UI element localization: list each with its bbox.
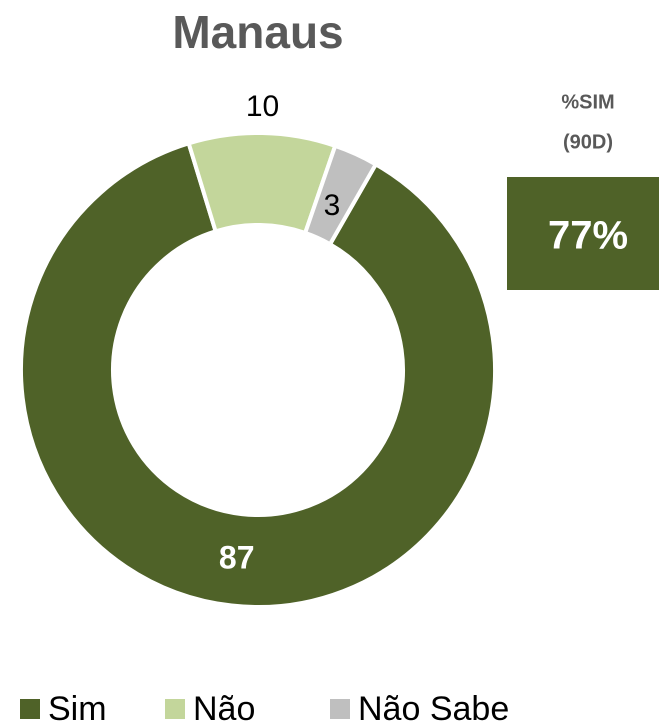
chart-title: Manaus	[172, 6, 343, 58]
legend-swatch	[330, 699, 350, 719]
callout-label: (90D)	[563, 131, 613, 153]
donut-slice	[302, 143, 379, 247]
legend-label: Não Sabe	[358, 690, 509, 727]
donut-slice	[19, 140, 497, 609]
legend-swatch	[165, 699, 185, 719]
callout-box	[507, 177, 659, 290]
callout-label: %SIM	[561, 91, 614, 113]
data-label: 10	[246, 90, 279, 123]
legend-label: Sim	[48, 690, 107, 727]
legend-label: Não	[193, 690, 255, 727]
data-label: 87	[219, 539, 255, 575]
data-label: 3	[324, 189, 341, 222]
callout-value: 77%	[548, 214, 628, 258]
legend-swatch	[20, 699, 40, 719]
